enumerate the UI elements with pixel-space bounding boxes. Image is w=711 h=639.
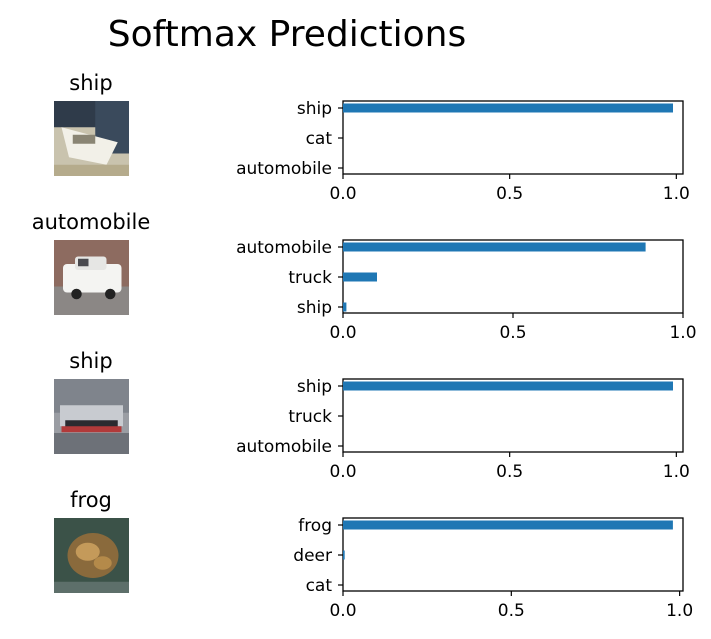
x-tick-label: 1.0 — [666, 601, 693, 621]
y-tick-label: truck — [288, 268, 332, 288]
y-tick-label: automobile — [236, 437, 332, 457]
x-tick-label: 0.0 — [329, 323, 356, 343]
figure-title: Softmax Predictions — [108, 14, 467, 55]
prediction-panel: ship ship cat automobile 0.0 0.5 1.0 — [54, 71, 690, 204]
x-tick-label: 0.5 — [496, 184, 523, 204]
prediction-panel: ship ship truck automobile 0.0 0.5 1.0 — [54, 349, 690, 482]
y-tick-label: automobile — [236, 238, 332, 258]
y-tick-label: truck — [288, 407, 332, 427]
ship-thumbnail — [54, 101, 129, 176]
y-tick-label: frog — [298, 516, 332, 536]
y-tick-label: deer — [293, 546, 332, 566]
bar-ship — [343, 103, 673, 113]
bar-deer — [343, 550, 345, 560]
bar-truck — [343, 272, 377, 282]
x-tick-label: 1.0 — [669, 323, 696, 343]
image-title: ship — [69, 71, 112, 95]
bar-ship — [343, 381, 673, 391]
x-tick-label: 0.0 — [329, 601, 356, 621]
y-tick-label: automobile — [236, 159, 332, 179]
y-tick-label: ship — [297, 99, 332, 119]
bar-automobile — [343, 242, 646, 252]
x-tick-label: 0.5 — [499, 323, 526, 343]
x-tick-label: 1.0 — [663, 462, 690, 482]
image-title: frog — [70, 488, 112, 512]
y-tick-label: ship — [297, 377, 332, 397]
x-tick-label: 0.0 — [329, 184, 356, 204]
x-tick-label: 0.0 — [329, 462, 356, 482]
prediction-panel: frog frog deer cat 0.0 0.5 1.0 — [54, 488, 693, 621]
y-tick-label: cat — [306, 576, 333, 596]
y-tick-label: ship — [297, 298, 332, 318]
bar-ship — [343, 302, 347, 312]
x-tick-label: 1.0 — [663, 184, 690, 204]
hovercraft-thumbnail — [54, 379, 129, 454]
automobile-thumbnail — [54, 240, 129, 315]
image-title: automobile — [32, 210, 150, 234]
image-title: ship — [69, 349, 112, 373]
x-tick-label: 0.5 — [498, 601, 525, 621]
prediction-panel: automobile automobile truck ship 0.0 0.5 1.0 — [32, 210, 697, 343]
frog-thumbnail — [54, 518, 129, 593]
x-tick-label: 0.5 — [496, 462, 523, 482]
bar-frog — [343, 520, 673, 530]
y-tick-label: cat — [306, 129, 333, 149]
